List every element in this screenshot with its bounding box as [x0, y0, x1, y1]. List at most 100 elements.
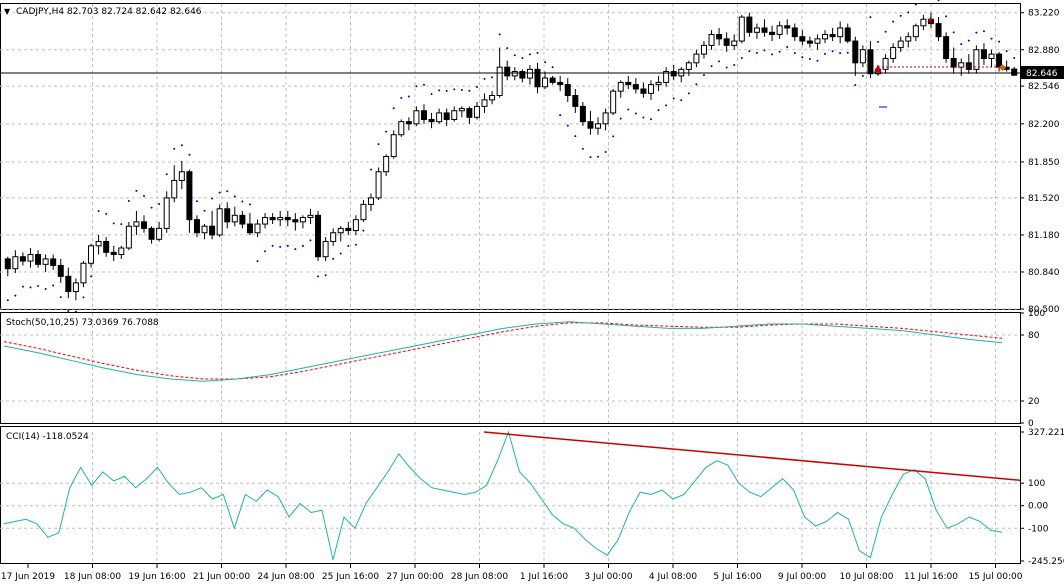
sar-dot	[82, 296, 85, 299]
sar-dot	[597, 155, 600, 158]
candle-body	[617, 81, 624, 92]
candle-body	[428, 118, 435, 123]
sar-dot	[105, 212, 108, 215]
candle-body	[368, 197, 375, 205]
candle-body	[882, 57, 889, 70]
candle-body	[655, 81, 662, 86]
time-tick-label: 15 Jul 00:00	[969, 572, 1023, 582]
time-axis: 17 Jun 2019 18 Jun 08:00 19 Jun 16:00 21 Ju…	[1, 564, 1023, 582]
sar-dot	[725, 66, 728, 69]
sar-dot	[513, 54, 516, 57]
sar-dot	[347, 244, 350, 247]
candle-body	[965, 62, 972, 70]
candle-body	[716, 34, 723, 40]
sar-dot	[649, 118, 652, 121]
candle-body	[178, 171, 185, 181]
candle-body	[156, 227, 163, 240]
candle-body	[519, 71, 526, 79]
sar-dot	[627, 108, 630, 111]
candle-body	[27, 254, 34, 262]
candle-body	[685, 62, 692, 70]
sar-dot	[952, 31, 955, 34]
candle-body	[118, 247, 125, 256]
candle-body	[912, 25, 919, 38]
candle-body	[890, 47, 897, 59]
sar-dot	[846, 51, 849, 54]
candle-body	[579, 105, 586, 123]
sar-dot	[211, 197, 214, 200]
sar-dot	[422, 83, 425, 86]
sar-dot	[226, 190, 229, 193]
candle-body	[905, 36, 912, 42]
time-tick-label: 10 Jul 08:00	[840, 572, 894, 582]
candle-body	[625, 81, 632, 86]
sar-dot	[256, 260, 259, 263]
candle-body	[822, 34, 829, 40]
candle-body	[330, 232, 337, 242]
candle-body	[72, 282, 79, 293]
sar-dot	[483, 77, 486, 80]
candle-body	[504, 66, 511, 77]
stoch-tick-label: 20	[1028, 397, 1040, 407]
sar-dot	[120, 223, 123, 226]
candle-body	[125, 225, 132, 249]
sar-dot	[506, 47, 509, 50]
sar-dot	[385, 130, 388, 133]
price-tick-label: 80.500	[1028, 305, 1060, 315]
price-title: CADJPY,H4 82.703 82.724 82.642 82.646	[16, 7, 202, 17]
collapse-triangle-icon[interactable]: ▼	[4, 7, 11, 16]
stoch-tick-label: 100	[1028, 309, 1045, 319]
sar-dot	[899, 14, 902, 17]
price-tick-label: 83.220	[1028, 9, 1060, 19]
cci-tick-label: 327.221	[1028, 428, 1064, 438]
sar-dot	[112, 222, 115, 225]
sar-dot	[59, 296, 62, 299]
sar-dot	[29, 286, 32, 289]
star-marker: ✶	[926, 16, 934, 27]
sar-dot	[945, 15, 948, 18]
candle-body	[852, 40, 859, 64]
time-tick-label: 24 Jun 08:00	[257, 572, 314, 582]
sar-dot	[37, 285, 40, 288]
sar-dot	[392, 107, 395, 110]
candle-body	[640, 88, 647, 94]
candle-body	[647, 84, 654, 94]
sar-dot	[90, 275, 93, 278]
sar-dot	[453, 88, 456, 91]
sar-dot	[672, 97, 675, 100]
sar-dot	[370, 168, 373, 171]
sar-dot	[634, 112, 637, 115]
sar-dot	[755, 51, 758, 54]
candle-body	[875, 68, 882, 75]
time-tick-label: 19 Jun 16:00	[128, 572, 185, 582]
candle-body	[443, 112, 450, 120]
candle-body	[390, 134, 397, 157]
candle-body	[383, 156, 390, 173]
candle-body	[436, 112, 443, 123]
candle-body	[753, 27, 760, 33]
sar-dot	[264, 250, 267, 253]
candle-body	[80, 262, 87, 284]
candle-body	[12, 256, 19, 270]
cci-trendline[interactable]	[483, 431, 1021, 482]
stoch-panel: Stoch(50,10,25) 73.0369 76.7088 100 80 20 0	[0, 309, 1045, 429]
candle-body	[57, 264, 64, 277]
candle-body	[277, 217, 284, 221]
time-tick-label: 11 Jul 16:00	[904, 572, 958, 582]
sar-dot	[778, 50, 781, 53]
sar-dot	[438, 89, 441, 92]
candle-body	[163, 197, 170, 229]
candle-body	[829, 34, 836, 38]
price-tick-label: 80.840	[1028, 268, 1060, 278]
candle-body	[859, 49, 866, 64]
sar-dot	[317, 275, 320, 278]
candle-body	[587, 121, 594, 129]
cci-title: CCI(14) -118.0524	[6, 432, 89, 442]
candle-body	[837, 27, 844, 38]
candle-body	[950, 57, 957, 68]
sar-dot	[407, 95, 410, 98]
sar-dot	[528, 53, 531, 56]
candle-body	[19, 256, 26, 262]
sar-dot	[158, 202, 161, 205]
